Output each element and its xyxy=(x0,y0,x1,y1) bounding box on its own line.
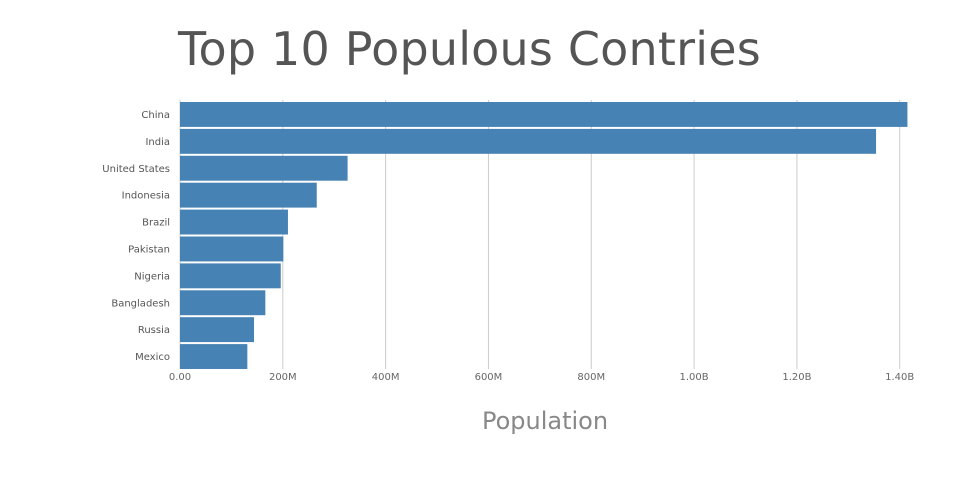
x-tick-label: 1.20B xyxy=(782,372,811,383)
bar-india[interactable] xyxy=(180,128,877,154)
bar-mexico[interactable] xyxy=(180,344,248,369)
bar-bangladesh[interactable] xyxy=(180,290,266,316)
x-tick-label: 400M xyxy=(372,372,400,383)
bar-indonesia[interactable] xyxy=(180,182,317,208)
category-label: India xyxy=(145,137,170,148)
bar-united-states[interactable] xyxy=(180,155,348,181)
x-tick-label: 200M xyxy=(269,372,297,383)
category-labels: China India United States Indonesia Brazil Pa… xyxy=(102,110,170,363)
x-tick-label: 1.40B xyxy=(885,372,914,383)
category-label: Indonesia xyxy=(122,191,170,202)
category-label: Bangladesh xyxy=(111,298,170,309)
bar-nigeria[interactable] xyxy=(180,263,281,289)
category-label: Russia xyxy=(138,325,170,336)
x-tick-label: 600M xyxy=(475,372,503,383)
category-label: Mexico xyxy=(135,352,170,363)
category-label: China xyxy=(141,110,170,121)
bar-china[interactable] xyxy=(180,102,908,127)
category-label: Brazil xyxy=(142,218,170,229)
bars xyxy=(180,102,908,369)
category-label: Nigeria xyxy=(134,271,170,282)
chart-title: Top 10 Populous Contries xyxy=(178,22,761,76)
category-label: United States xyxy=(102,164,170,175)
bar-pakistan[interactable] xyxy=(180,236,284,262)
x-tick-label: 1.00B xyxy=(680,372,709,383)
category-label: Pakistan xyxy=(128,244,170,255)
x-tick-labels: 0.00 200M 400M 600M 800M 1.00B 1.20B 1.40B xyxy=(169,372,915,383)
x-tick-label: 800M xyxy=(577,372,605,383)
bar-brazil[interactable] xyxy=(180,209,288,235)
x-tick-label: 0.00 xyxy=(169,372,191,383)
x-axis-title: Population xyxy=(482,407,608,435)
bar-russia[interactable] xyxy=(180,317,255,343)
